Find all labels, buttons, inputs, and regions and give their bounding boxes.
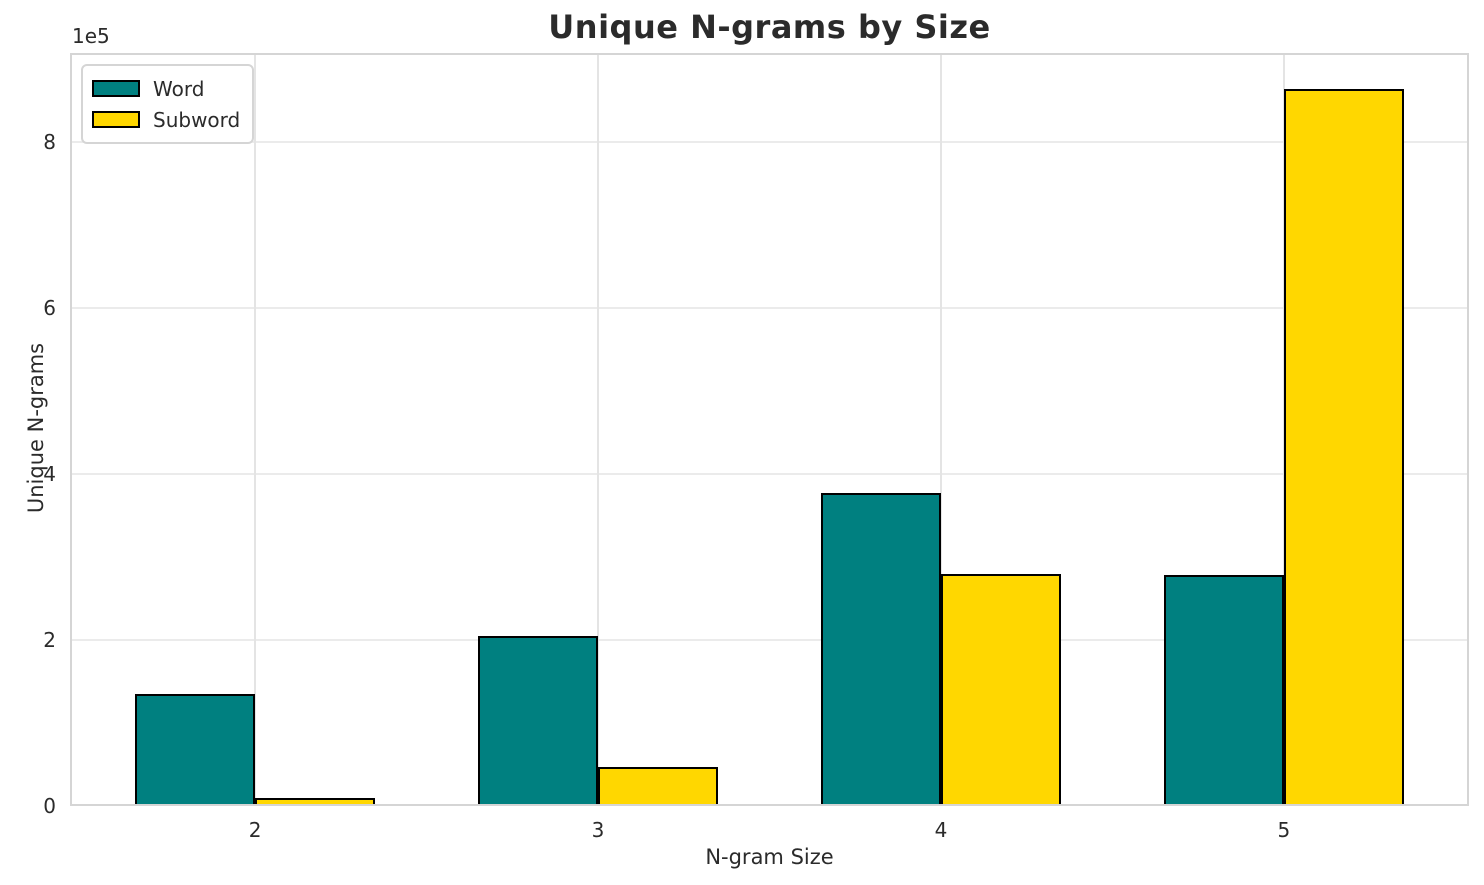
y-tick-label: 0 [43, 794, 56, 818]
x-gridline [254, 53, 257, 806]
x-tick-label: 5 [1277, 818, 1291, 842]
y-axis-offset-text: 1e5 [72, 24, 110, 48]
bar [1163, 575, 1284, 806]
plot-border-bottom [70, 804, 1469, 806]
bar [598, 767, 719, 806]
plot-border-top [70, 53, 1469, 55]
x-tick-label: 3 [591, 818, 605, 842]
bar [135, 694, 256, 806]
x-gridline [597, 53, 600, 806]
x-tick-label: 4 [934, 818, 948, 842]
x-gridline [939, 53, 942, 806]
legend-swatch-word [92, 80, 140, 97]
y-gridline [70, 306, 1469, 309]
legend-item: Word [92, 73, 240, 104]
bar [820, 493, 941, 806]
bar [940, 574, 1061, 806]
bar [1283, 89, 1404, 806]
x-tick-label: 2 [248, 818, 262, 842]
chart-title: Unique N-grams by Size [548, 8, 991, 46]
y-tick-label: 6 [43, 295, 56, 320]
y-gridline [70, 140, 1469, 143]
y-gridline [70, 472, 1469, 475]
y-tick-label: 4 [43, 461, 56, 486]
plot-border-right [1467, 53, 1469, 806]
y-tick-label: 8 [43, 129, 56, 154]
x-axis-label: N-gram Size [705, 845, 834, 869]
legend-item: Subword [92, 104, 240, 135]
legend: Word Subword [81, 64, 255, 144]
legend-label: Word [153, 76, 205, 101]
y-gridline [70, 638, 1469, 641]
y-axis-label: Unique N-grams [24, 342, 48, 514]
legend-swatch-subword [92, 111, 140, 128]
legend-label: Subword [153, 107, 241, 132]
y-tick-label: 2 [43, 627, 56, 652]
plot-area [70, 53, 1469, 806]
bar [478, 636, 599, 806]
plot-border-left [70, 53, 72, 806]
